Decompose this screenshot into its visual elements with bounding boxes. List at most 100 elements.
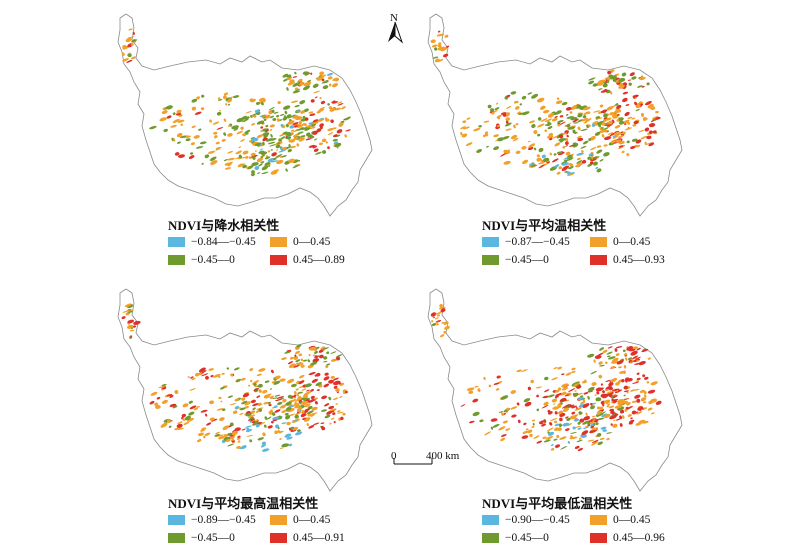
correlation-patch [257, 383, 263, 388]
correlation-patch [605, 388, 610, 392]
correlation-patch [321, 138, 327, 143]
correlation-patch [442, 53, 449, 58]
correlation-patch [191, 98, 198, 103]
correlation-patch [328, 106, 333, 110]
correlation-patch [562, 407, 570, 412]
correlation-patch [599, 364, 605, 367]
correlation-patch [217, 434, 224, 437]
correlation-patch [250, 418, 255, 422]
correlation-patch [444, 325, 450, 330]
correlation-patch [160, 422, 168, 428]
correlation-patch [602, 390, 605, 394]
correlation-patch [227, 132, 233, 137]
correlation-patch [281, 422, 287, 425]
correlation-patch [332, 412, 336, 416]
legend-item-strong-positive: 0.45—0.96 [590, 532, 665, 544]
correlation-patch [215, 147, 221, 151]
correlation-patch [626, 153, 630, 157]
correlation-patch [618, 370, 626, 374]
correlation-patch [566, 173, 575, 177]
correlation-patch [473, 128, 481, 132]
correlation-patch [198, 128, 202, 131]
correlation-patch [262, 432, 266, 437]
correlation-patch [280, 136, 286, 140]
correlation-patch [644, 376, 649, 380]
correlation-patch [554, 427, 559, 431]
correlation-patch [644, 141, 647, 145]
correlation-patch [195, 146, 204, 149]
correlation-patch [283, 115, 287, 118]
correlation-patch [255, 410, 260, 413]
correlation-patch [291, 395, 297, 398]
correlation-patch [533, 130, 538, 135]
correlation-patch [258, 368, 266, 372]
map-panel-mean-temperature: NDVI与平均温相关性 −0.87—−0.45 0—0.45 −0.45—0 0… [420, 10, 720, 275]
correlation-patch [495, 388, 500, 391]
correlation-patch [285, 168, 288, 172]
correlation-patch [292, 90, 301, 94]
map-panel-min-temperature: NDVI与平均最低温相关性 −0.90—−0.45 0—0.45 −0.45—0… [420, 285, 720, 550]
correlation-patch [556, 171, 561, 175]
correlation-patch [251, 380, 260, 385]
correlation-patch [608, 386, 613, 391]
correlation-patch [291, 123, 299, 126]
correlation-patch [616, 389, 619, 392]
correlation-patch [336, 356, 341, 361]
correlation-patch [248, 413, 252, 416]
correlation-patch [630, 350, 638, 356]
correlation-patch [565, 416, 569, 419]
correlation-patch [622, 131, 626, 135]
correlation-patch [150, 391, 158, 396]
correlation-patch [185, 135, 191, 139]
correlation-patch [614, 389, 623, 394]
correlation-patch [533, 147, 537, 151]
correlation-patch [249, 439, 253, 443]
correlation-patch [177, 427, 185, 431]
correlation-patch [257, 402, 262, 406]
correlation-patch [542, 157, 550, 163]
correlation-patch [286, 407, 292, 411]
correlation-patch [634, 394, 641, 399]
correlation-patch [621, 150, 625, 154]
correlation-patch [436, 314, 441, 317]
correlation-patch [237, 163, 244, 168]
correlation-patch [635, 104, 641, 108]
plateau-map [117, 13, 373, 217]
correlation-patch [561, 387, 568, 391]
correlation-patch [188, 155, 195, 160]
correlation-patch [579, 437, 582, 440]
correlation-patch [647, 357, 651, 360]
correlation-patch [161, 399, 168, 404]
correlation-patch [276, 159, 284, 165]
correlation-patch [302, 85, 311, 91]
correlation-patch [581, 380, 588, 384]
correlation-patch [632, 124, 637, 127]
correlation-patch [224, 167, 232, 170]
correlation-patch [163, 128, 168, 133]
correlation-patch [567, 441, 571, 444]
correlation-patch [614, 124, 621, 129]
correlation-patch [295, 359, 301, 363]
correlation-patch [290, 100, 299, 104]
correlation-patch [643, 407, 647, 410]
correlation-patch [239, 407, 246, 411]
correlation-patch [566, 124, 571, 128]
correlation-patch [565, 151, 571, 156]
correlation-patch [631, 355, 639, 360]
correlation-patch [296, 143, 300, 147]
correlation-patch [636, 411, 643, 415]
correlation-patch [287, 394, 292, 399]
correlation-patch [521, 111, 530, 116]
correlation-patch [304, 417, 311, 422]
correlation-patch [155, 405, 161, 409]
correlation-patch [520, 369, 528, 373]
correlation-patch [642, 117, 647, 121]
correlation-patch [651, 412, 655, 415]
correlation-patch [256, 157, 264, 163]
correlation-patch [304, 108, 309, 112]
correlation-patch [161, 110, 168, 115]
correlation-patch [286, 421, 291, 426]
correlation-patch [595, 422, 599, 426]
correlation-patch [300, 358, 304, 362]
correlation-patch [603, 80, 610, 84]
